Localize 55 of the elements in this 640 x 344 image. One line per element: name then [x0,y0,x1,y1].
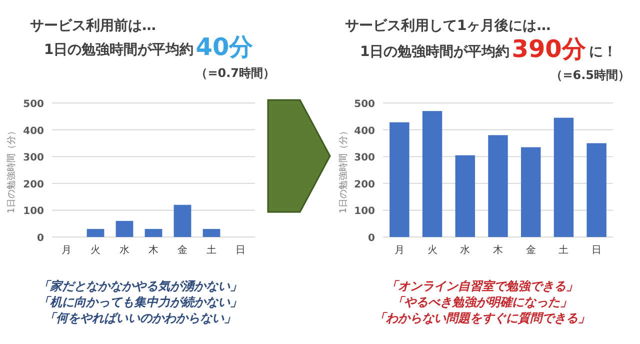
bar [144,228,162,237]
bar [174,204,192,237]
y-tick-label: 200 [354,179,376,190]
x-tick-label: 金 [526,244,536,256]
text: 「オンライン自習室で勉強できる」 [386,279,578,293]
bar [554,118,574,237]
y-tick-label: 500 [354,99,376,110]
x-tick-label: 月 [394,245,404,256]
y-tick-label: 0 [37,233,44,244]
x-tick-label: 火 [427,244,438,256]
y-tick-label: 200 [23,179,44,190]
text: 「何をやればいいのかわからない」 [44,311,236,325]
text: 「机に向かっても集中力が続かない」 [38,295,242,309]
bar [455,155,475,237]
x-tick-label: 日 [592,245,602,256]
y-tick-label: 500 [23,99,44,110]
text: に！ [588,44,617,60]
x-tick-label: 木 [148,244,158,256]
chart-subtitle: 1日の勉強時間が平均約 [360,44,510,60]
y-tick-label: 300 [23,152,44,164]
bar [116,220,134,237]
text: （=0.7時間） [196,66,275,80]
bar [586,143,606,237]
text: 40分 [196,33,254,61]
y-tick-label: 400 [354,126,376,137]
x-tick-label: 日 [236,245,246,256]
chart-subtitle: 1日の勉強時間が平均約 [44,42,194,58]
text: 「家だとなかなかやる気が湧かない」 [38,279,242,293]
x-tick-label: 金 [178,244,188,256]
x-tick-label: 火 [90,244,100,256]
y-axis-title: 1日の勉強時間（分） [6,126,17,214]
text: 「わからない問題をすぐに質問できる」 [374,311,590,325]
y-axis-title: 1日の勉強時間（分） [338,126,349,214]
bar [422,111,442,237]
x-tick-label: 水 [460,244,470,256]
x-tick-label: 木 [493,244,503,256]
chart-title: サービス利用前は… [30,18,156,34]
bar [521,147,541,237]
x-tick-label: 土 [206,244,216,256]
y-tick-label: 400 [23,126,44,137]
text: （=6.5時間） [550,68,630,82]
x-tick-label: 水 [120,244,130,256]
y-tick-label: 0 [368,233,376,244]
y-tick-label: 100 [23,206,44,218]
x-tick-label: 月 [62,245,72,256]
bar [488,135,508,237]
y-tick-label: 300 [354,152,376,164]
bar [86,228,104,237]
x-tick-label: 土 [558,244,569,256]
text: 「やるべき勉強が明確になった」 [392,295,572,309]
text: 390分 [512,35,587,63]
bar [202,228,220,237]
bar [390,122,410,237]
y-tick-label: 100 [354,206,376,218]
chart-title: サービス利用して1ヶ月後には… [345,18,551,34]
